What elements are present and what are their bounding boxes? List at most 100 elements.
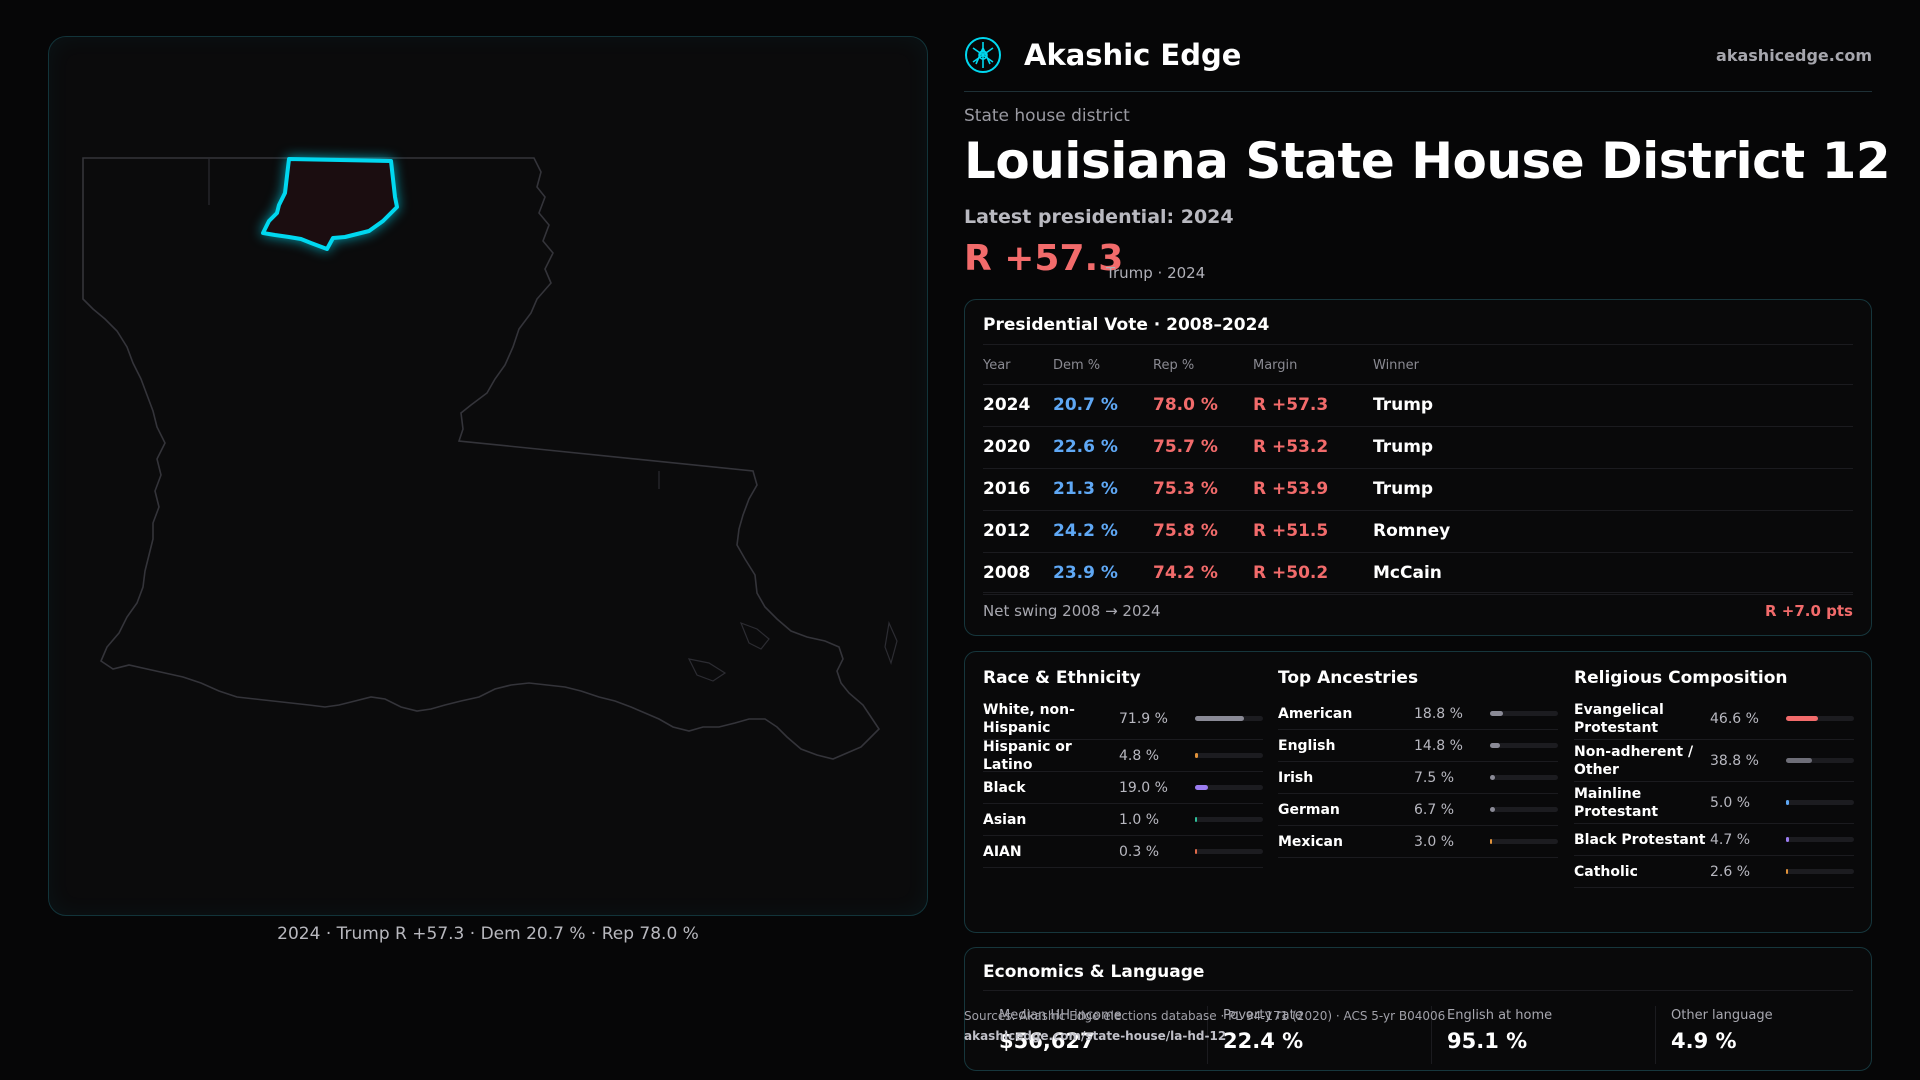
divider xyxy=(1431,1006,1432,1064)
progress-track xyxy=(1490,711,1558,716)
item-value: 4.8 % xyxy=(1119,747,1160,764)
coastal-islands xyxy=(687,620,898,682)
progress-track xyxy=(1195,817,1263,822)
cell-year: 2024 xyxy=(983,384,1053,427)
akashic-edge-logo-icon[interactable] xyxy=(964,36,1002,74)
cell-winner: Trump xyxy=(1373,426,1853,469)
progress-fill xyxy=(1786,869,1789,874)
progress-track xyxy=(1490,743,1558,748)
cell-rep: 75.8 % xyxy=(1153,510,1253,553)
table-row[interactable]: 2024 20.7 % 78.0 % R +57.3 Trump xyxy=(983,384,1853,427)
table-row[interactable]: 2012 24.2 % 75.8 % R +51.5 Romney xyxy=(983,510,1853,553)
progress-track xyxy=(1195,785,1263,790)
item-value: 1.0 % xyxy=(1119,811,1160,828)
cell-year: 2008 xyxy=(983,552,1053,595)
list-item: German 6.7 % xyxy=(1278,794,1558,826)
divider xyxy=(983,344,1853,345)
item-label: English xyxy=(1278,737,1336,754)
econ-value: 95.1 % xyxy=(1447,1029,1528,1053)
progress-fill xyxy=(1786,800,1790,805)
item-value: 2.6 % xyxy=(1710,863,1751,880)
item-label: Black xyxy=(983,779,1026,796)
item-value: 3.0 % xyxy=(1414,833,1455,850)
cell-margin: R +53.2 xyxy=(1253,426,1373,469)
list-item: Irish 7.5 % xyxy=(1278,762,1558,794)
list-item: Black 19.0 % xyxy=(983,772,1263,804)
cell-year: 2012 xyxy=(983,510,1053,553)
religion-list: Evangelical Protestant 46.6 % Non-adherent… xyxy=(1574,698,1854,888)
progress-track xyxy=(1195,849,1263,854)
progress-track xyxy=(1490,807,1558,812)
item-value: 38.8 % xyxy=(1710,752,1759,769)
item-label: Asian xyxy=(983,811,1027,828)
econ-value: 22.4 % xyxy=(1223,1029,1304,1053)
item-value: 18.8 % xyxy=(1414,705,1463,722)
ancestry-section-title: Top Ancestries xyxy=(1278,668,1419,688)
list-item: Hispanic or Latino 4.8 % xyxy=(983,739,1263,773)
district-map-panel[interactable] xyxy=(48,36,928,916)
presidential-card-title: Presidential Vote · 2008–2024 xyxy=(983,315,1270,335)
divider xyxy=(1655,1006,1656,1064)
district-type-label: State house district xyxy=(964,106,1130,126)
progress-fill xyxy=(1195,753,1199,758)
progress-track xyxy=(1786,716,1854,721)
item-value: 6.7 % xyxy=(1414,801,1455,818)
cell-winner: Trump xyxy=(1373,384,1853,427)
presidential-table: Year Dem % Rep % Margin Winner 2024 20.7… xyxy=(983,348,1853,595)
list-item: AIAN 0.3 % xyxy=(983,836,1263,868)
cell-dem: 20.7 % xyxy=(1053,384,1153,427)
demographics-card: Race & Ethnicity White, non-Hispanic 71.9… xyxy=(964,651,1872,933)
cell-dem: 23.9 % xyxy=(1053,552,1153,595)
divider xyxy=(983,592,1853,593)
cell-rep: 78.0 % xyxy=(1153,384,1253,427)
item-label: Irish xyxy=(1278,769,1314,786)
race-list: White, non-Hispanic 71.9 % Hispanic or Lat… xyxy=(983,698,1263,868)
progress-fill xyxy=(1490,775,1496,780)
economics-card-title: Economics & Language xyxy=(983,962,1205,982)
econ-label: Median HH income xyxy=(999,1008,1122,1023)
latest-presidential-label: Latest presidential: 2024 xyxy=(964,206,1234,228)
progress-track xyxy=(1195,716,1263,721)
econ-median-income: Median HH income $56,627 xyxy=(999,1008,1209,1053)
progress-fill xyxy=(1490,743,1501,748)
net-swing-value: R +7.0 pts xyxy=(1765,602,1853,620)
table-row[interactable]: 2020 22.6 % 75.7 % R +53.2 Trump xyxy=(983,426,1853,469)
econ-english-at-home: English at home 95.1 % xyxy=(1447,1008,1657,1053)
progress-fill xyxy=(1195,716,1244,721)
cell-rep: 75.7 % xyxy=(1153,426,1253,469)
cell-margin: R +57.3 xyxy=(1253,384,1373,427)
brand-name[interactable]: Akashic Edge xyxy=(1024,38,1242,72)
table-row[interactable]: 2008 23.9 % 74.2 % R +50.2 McCain xyxy=(983,552,1853,595)
sources-footer: Sources: Akashic Edge elections database… xyxy=(964,1006,1445,1046)
econ-value: $56,627 xyxy=(999,1029,1095,1053)
state-outline xyxy=(82,157,881,760)
item-label: Evangelical Protestant xyxy=(1574,701,1664,736)
latest-margin-subtitle: Trump · 2024 xyxy=(1106,264,1206,282)
district-12-highlight[interactable] xyxy=(261,157,399,251)
item-value: 7.5 % xyxy=(1414,769,1455,786)
econ-label: Poverty rate xyxy=(1223,1008,1303,1023)
brand-header: Akashic Edge akashicedge.com xyxy=(964,36,1872,92)
item-label: Non-adherent / Other xyxy=(1574,743,1694,778)
econ-poverty-rate: Poverty rate 22.4 % xyxy=(1223,1008,1433,1053)
table-row[interactable]: 2016 21.3 % 75.3 % R +53.9 Trump xyxy=(983,468,1853,511)
presidential-vote-card: Presidential Vote · 2008–2024 Year Dem %… xyxy=(964,299,1872,636)
progress-fill xyxy=(1195,785,1208,790)
progress-fill xyxy=(1786,716,1818,721)
cell-dem: 24.2 % xyxy=(1053,510,1153,553)
item-label: AIAN xyxy=(983,843,1022,860)
brand-url-link[interactable]: akashicedge.com xyxy=(1716,46,1872,65)
econ-value: 4.9 % xyxy=(1671,1029,1737,1053)
progress-track xyxy=(1786,837,1854,842)
progress-fill xyxy=(1490,711,1503,716)
list-item: English 14.8 % xyxy=(1278,730,1558,762)
item-label: Black Protestant xyxy=(1574,831,1706,848)
progress-track xyxy=(1786,800,1854,805)
sources-url-link[interactable]: akashicedge.com/state-house/la-hd-12 xyxy=(964,1029,1227,1043)
progress-track xyxy=(1490,839,1558,844)
cell-winner: Trump xyxy=(1373,468,1853,511)
item-value: 14.8 % xyxy=(1414,737,1463,754)
race-ethnicity-section: Race & Ethnicity White, non-Hispanic 71.9… xyxy=(983,668,1263,868)
progress-track xyxy=(1786,869,1854,874)
progress-fill xyxy=(1786,758,1813,763)
